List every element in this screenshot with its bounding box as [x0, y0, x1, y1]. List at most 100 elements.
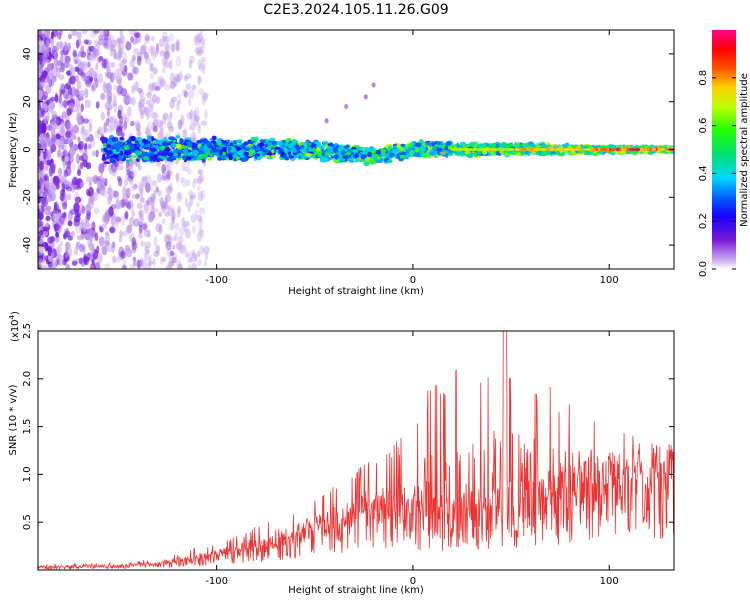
- heatmap-cell-3784: [284, 147, 288, 151]
- heatmap-cell-601: [82, 245, 86, 255]
- heatmap-cell-946: [139, 45, 145, 55]
- heatmap-cell-919: [171, 236, 178, 242]
- heatmap-cell-4234: [660, 148, 666, 151]
- heatmap-cell-1351: [78, 244, 85, 253]
- heatmap-cell-1249: [69, 108, 73, 115]
- heatmap-cell-1334: [118, 235, 122, 243]
- heatmap-cell-3873: [207, 144, 213, 149]
- heatmap-cell-1179: [91, 258, 95, 266]
- heatmap-cell-639: [38, 254, 44, 263]
- heatmap-cell-1280: [38, 102, 41, 111]
- heatmap-cell-1384: [67, 247, 73, 258]
- heatmap-cell-3967: [415, 147, 420, 153]
- heatmap-cell-104: [190, 213, 197, 223]
- heatmap-cell-777: [171, 216, 176, 224]
- heatmap-cell-1164: [72, 124, 79, 134]
- heatmap-cell-147: [182, 177, 188, 188]
- heatmap-cell-1370: [87, 143, 92, 150]
- heatmap-cell-3591: [175, 158, 182, 161]
- heatmap-cell-1189: [106, 37, 112, 47]
- heatmap-cell-1167: [115, 52, 122, 61]
- heatmap-cell-107: [170, 208, 174, 214]
- heatmap-cell-3466: [459, 141, 467, 146]
- heatmap-cell-835: [124, 178, 129, 187]
- heatmap-cell-784: [119, 229, 123, 238]
- heatmap-cell-975: [102, 82, 108, 94]
- heatmap-cell-1336: [51, 144, 57, 153]
- heatmap-cell-891: [84, 75, 91, 85]
- heatmap-cell-1129: [73, 202, 80, 213]
- heatmap-cell-305: [197, 124, 201, 134]
- heatmap-cell-3101: [147, 137, 152, 142]
- heatmap-cell-3825: [516, 143, 522, 148]
- heatmap-cell-754: [161, 218, 166, 225]
- heatmap-cell-335: [167, 205, 172, 211]
- heatmap-cell-3180: [527, 151, 531, 156]
- heatmap-cell-306: [175, 44, 180, 52]
- heatmap-cell-467: [177, 263, 184, 269]
- heatmap-cell-934: [138, 216, 145, 222]
- heatmap-cell-728: [56, 41, 60, 51]
- heatmap-cell-244: [76, 31, 82, 39]
- heatmap-cell-1142: [127, 199, 134, 211]
- heatmap-cell-672: [115, 191, 119, 202]
- heatmap-cell-571: [119, 30, 124, 37]
- heatmap-cell-517: [125, 166, 130, 172]
- heatmap-cell-862: [141, 259, 147, 269]
- heatmap-cell-873: [145, 174, 152, 185]
- heatmap-cell-0: [65, 264, 70, 269]
- heatmap-cell-1358: [187, 264, 192, 269]
- heatmap-cell-1154: [98, 163, 105, 174]
- heatmap-cell-855: [76, 235, 84, 241]
- heatmap-cell-1392: [102, 214, 107, 222]
- heatmap-cell-3932: [579, 150, 583, 154]
- heatmap-cell-1892: [101, 156, 107, 161]
- heatmap-cell-3645: [299, 144, 305, 149]
- heatmap-cell-1206: [38, 89, 43, 100]
- heatmap-cell-59: [180, 244, 187, 255]
- heatmap-cell-2085: [363, 160, 370, 167]
- heatmap-cell-711: [85, 136, 90, 142]
- heatmap-cell-3930: [215, 140, 222, 144]
- spectrogram-heatmap: [38, 30, 674, 269]
- heatmap-cell-412: [159, 120, 164, 132]
- heatmap-cell-1255: [150, 35, 155, 42]
- heatmap-cell-1123: [69, 132, 75, 139]
- heatmap-cell-133: [88, 181, 92, 187]
- heatmap-cell-3673: [213, 140, 217, 145]
- heatmap-cell-549: [198, 48, 204, 55]
- figure-title: C2E3.2024.105.11.26.G09: [263, 2, 448, 18]
- heatmap-cell-1389: [139, 196, 145, 204]
- heatmap-cell-665: [58, 66, 65, 73]
- heatmap-cell-3942: [415, 142, 422, 148]
- heatmap-cell-1151: [110, 204, 117, 210]
- heatmap-cell-976: [42, 149, 47, 160]
- heatmap-cell-610: [63, 59, 70, 69]
- heatmap-cell-1340: [49, 236, 56, 243]
- heatmap-cell-3630: [555, 151, 560, 155]
- heatmap-cell-617: [143, 51, 149, 60]
- heatmap-cell-763: [139, 109, 145, 119]
- heatmap-cell-3678: [203, 145, 208, 150]
- heatmap-cell-473: [196, 50, 202, 57]
- heatmap-cell-1036: [161, 201, 168, 210]
- heatmap-cell-3735: [228, 154, 233, 161]
- heatmap-cell-1168: [38, 99, 41, 106]
- heatmap-cell-1223: [132, 54, 136, 62]
- heatmap-cell-1339: [104, 127, 109, 134]
- heatmap-cell-4259: [457, 148, 465, 151]
- heatmap-cell-1067: [148, 254, 152, 266]
- heatmap-cell-3952: [244, 152, 250, 156]
- heatmap-cell-804: [162, 36, 168, 43]
- snr-y-tick-label: 1.5: [22, 419, 33, 435]
- heatmap-cell-1147: [85, 162, 92, 170]
- heatmap-cell-564: [197, 122, 201, 129]
- heatmap-cell-866: [56, 115, 64, 122]
- heatmap-cell-1289: [78, 89, 86, 97]
- heatmap-cell-197: [134, 120, 141, 128]
- heatmap-cell-3086: [259, 139, 267, 143]
- heatmap-cell-3851: [456, 142, 460, 148]
- heatmap-cell-1287: [38, 192, 41, 204]
- heatmap-cell-169: [192, 115, 200, 127]
- heatmap-cell-3969: [278, 147, 284, 154]
